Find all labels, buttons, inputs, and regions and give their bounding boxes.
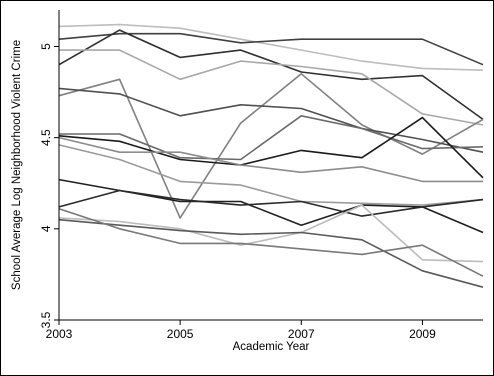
y-axis-title: School Average Log Neighborhood Violent … [11, 40, 23, 290]
x-tick-label: 2009 [409, 327, 436, 341]
series-line-15 [58, 208, 484, 277]
x-tick-label: 2007 [288, 327, 315, 341]
series-line-6 [58, 87, 484, 153]
series-line-1 [58, 23, 484, 71]
series-line-13 [58, 204, 484, 263]
series-line-2 [58, 32, 484, 66]
series-line-8 [58, 116, 484, 179]
y-ticks: 3.5 4 4.5 5 [39, 43, 59, 328]
x-tick-label: 2003 [46, 327, 73, 341]
series-line-4 [59, 49, 484, 126]
series-line-5 [58, 73, 484, 219]
series-lines [58, 23, 484, 288]
x-ticks: 2003 2005 2007 2009 [46, 320, 436, 341]
y-tick-label: 4.5 [39, 129, 53, 146]
series-line-10 [58, 136, 483, 183]
y-tick-label: 3.5 [39, 311, 53, 328]
series-line-9 [58, 144, 484, 206]
series-line-14 [58, 218, 484, 288]
series-line-11 [58, 178, 484, 234]
series-line-3 [58, 29, 484, 121]
series-line-7 [59, 115, 484, 161]
series-line-12 [58, 189, 484, 217]
x-axis-title: Academic Year [233, 341, 310, 353]
x-tick-label: 2005 [167, 327, 194, 341]
axes: 2003 2005 2007 2009 3.5 4 4.5 5 [39, 10, 483, 341]
y-tick-label: 4 [39, 225, 53, 232]
y-tick-label: 5 [39, 43, 53, 50]
